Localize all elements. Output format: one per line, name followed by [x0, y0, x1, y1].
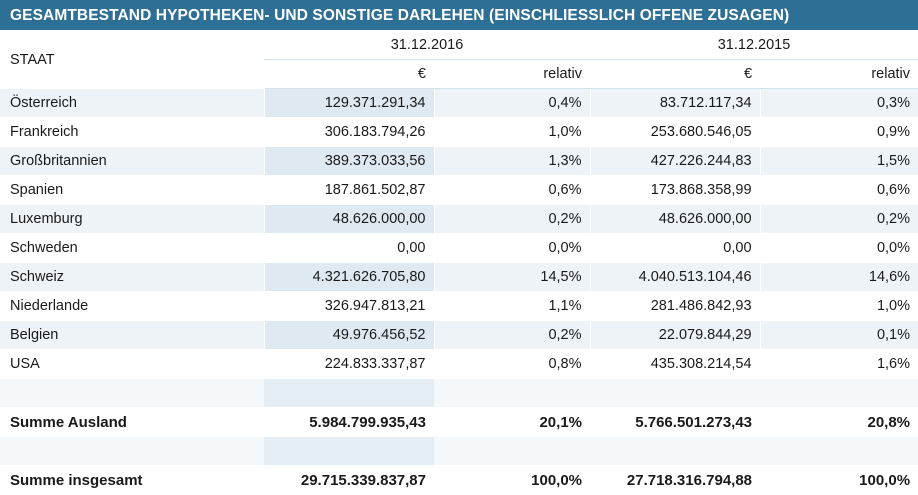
sum-total-row-value-2016: 29.715.339.837,87 [264, 465, 434, 495]
row-value-2015: 48.626.000,00 [589, 204, 761, 234]
spacer-row [0, 436, 918, 466]
row-value-2016: 48.626.000,00 [263, 204, 434, 234]
table-row: Niederlande 326.947.813,21 1,1% 281.486.842… [0, 291, 918, 321]
row-value-2015: 22.079.844,29 [589, 320, 761, 350]
sum-ausland-row-value-2015: 5.766.501.273,43 [590, 407, 761, 437]
row-staat: USA [0, 349, 264, 379]
header-staat: STAAT [0, 31, 264, 89]
table-row: Großbritannien 389.373.033,56 1,3% 427.226.… [0, 146, 918, 176]
sum-total-row-label: Summe insgesamt [0, 465, 264, 495]
row-relativ-2015: 0,3% [759, 88, 918, 118]
sum-total-row-value-2015: 27.718.316.794,88 [590, 465, 761, 495]
sum-ausland-row: Summe Ausland 5.984.799.935,43 20,1% 5.766.… [0, 407, 918, 437]
sum-ausland-row-relativ-2016: 20,1% [434, 407, 591, 437]
row-staat: Spanien [0, 175, 264, 205]
sum-total-row-relativ-2015: 100,0% [760, 465, 918, 495]
row-staat: Luxemburg [0, 204, 264, 234]
row-value-2016: 224.833.337,87 [263, 349, 434, 379]
row-relativ-2015: 0,6% [759, 175, 918, 205]
sum-total-row-relativ-2016: 100,0% [434, 465, 591, 495]
row-relativ-2015: 1,6% [759, 349, 918, 379]
row-relativ-2015: 1,0% [759, 291, 918, 321]
row-value-2015: 253.680.546,05 [589, 117, 761, 147]
row-relativ-2015: 0,1% [759, 320, 918, 350]
row-value-2015: 4.040.513.104,46 [589, 262, 761, 292]
row-staat: Frankreich [0, 117, 264, 147]
row-value-2015: 0,00 [589, 233, 761, 263]
row-relativ-2015: 0,9% [759, 117, 918, 147]
row-staat: Belgien [0, 320, 264, 350]
row-value-2016: 4.321.626.705,80 [263, 262, 434, 292]
row-staat: Niederlande [0, 291, 264, 321]
row-relativ-2016: 0,6% [433, 175, 591, 205]
row-relativ-2015: 1,5% [759, 146, 918, 176]
sum-total-row: Summe insgesamt 29.715.339.837,87 100,0% 27… [0, 465, 918, 495]
table-row: Belgien 49.976.456,52 0,2% 22.079.844,29 0,1… [0, 320, 918, 350]
header-relativ-2015: relativ [760, 59, 918, 89]
table-row: Schweiz 4.321.626.705,80 14,5% 4.040.513.10… [0, 262, 918, 292]
header-date-2016: 31.12.2016 [264, 31, 591, 60]
row-staat: Österreich [0, 88, 264, 118]
row-value-2015: 427.226.244,83 [589, 146, 761, 176]
row-value-2016: 306.183.794,26 [263, 117, 434, 147]
table-row: Frankreich 306.183.794,26 1,0% 253.680.546,… [0, 117, 918, 147]
row-relativ-2016: 0,2% [433, 320, 591, 350]
table-row: Schweden 0,00 0,0% 0,00 0,0% [0, 233, 918, 263]
table-row: Spanien 187.861.502,87 0,6% 173.868.358,99 0… [0, 175, 918, 205]
row-value-2015: 173.868.358,99 [589, 175, 761, 205]
row-relativ-2016: 1,0% [433, 117, 591, 147]
header-relativ-2016: relativ [434, 59, 591, 89]
table-title: GESAMTBESTAND HYPOTHEKEN- UND SONSTIGE D… [0, 0, 918, 31]
row-relativ-2016: 0,8% [433, 349, 591, 379]
row-relativ-2015: 0,0% [759, 233, 918, 263]
table-row: Luxemburg 48.626.000,00 0,2% 48.626.000,00 0… [0, 204, 918, 234]
row-staat: Schweden [0, 233, 264, 263]
row-value-2016: 0,00 [263, 233, 434, 263]
header-date-2015: 31.12.2015 [590, 31, 918, 60]
row-value-2016: 389.373.033,56 [263, 146, 434, 176]
row-relativ-2015: 14,6% [759, 262, 918, 292]
header-euro-2016: € [264, 59, 434, 89]
row-relativ-2016: 0,2% [433, 204, 591, 234]
spacer-row [0, 378, 918, 408]
row-relativ-2015: 0,2% [759, 204, 918, 234]
row-value-2015: 281.486.842,93 [589, 291, 761, 321]
table-row: USA 224.833.337,87 0,8% 435.308.214,54 1,6% [0, 349, 918, 379]
row-value-2016: 129.371.291,34 [263, 88, 434, 118]
loans-table: STAAT 31.12.2016 31.12.2015 € relativ € … [0, 31, 918, 495]
header-euro-2015: € [590, 59, 761, 89]
row-value-2015: 83.712.117,34 [589, 88, 761, 118]
row-staat: Schweiz [0, 262, 264, 292]
row-value-2015: 435.308.214,54 [589, 349, 761, 379]
row-relativ-2016: 0,0% [433, 233, 591, 263]
table-row: Österreich 129.371.291,34 0,4% 83.712.117,3… [0, 88, 918, 118]
row-relativ-2016: 1,1% [433, 291, 591, 321]
sum-ausland-row-label: Summe Ausland [0, 407, 264, 437]
sum-ausland-row-value-2016: 5.984.799.935,43 [264, 407, 434, 437]
row-value-2016: 187.861.502,87 [263, 175, 434, 205]
row-relativ-2016: 1,3% [433, 146, 591, 176]
row-relativ-2016: 0,4% [433, 88, 591, 118]
header-row-units: € relativ € relativ [0, 59, 918, 89]
row-value-2016: 49.976.456,52 [263, 320, 434, 350]
row-value-2016: 326.947.813,21 [263, 291, 434, 321]
row-relativ-2016: 14,5% [433, 262, 591, 292]
sum-ausland-row-relativ-2015: 20,8% [760, 407, 918, 437]
header-row-dates: STAAT 31.12.2016 31.12.2015 [0, 31, 918, 89]
row-staat: Großbritannien [0, 146, 264, 176]
